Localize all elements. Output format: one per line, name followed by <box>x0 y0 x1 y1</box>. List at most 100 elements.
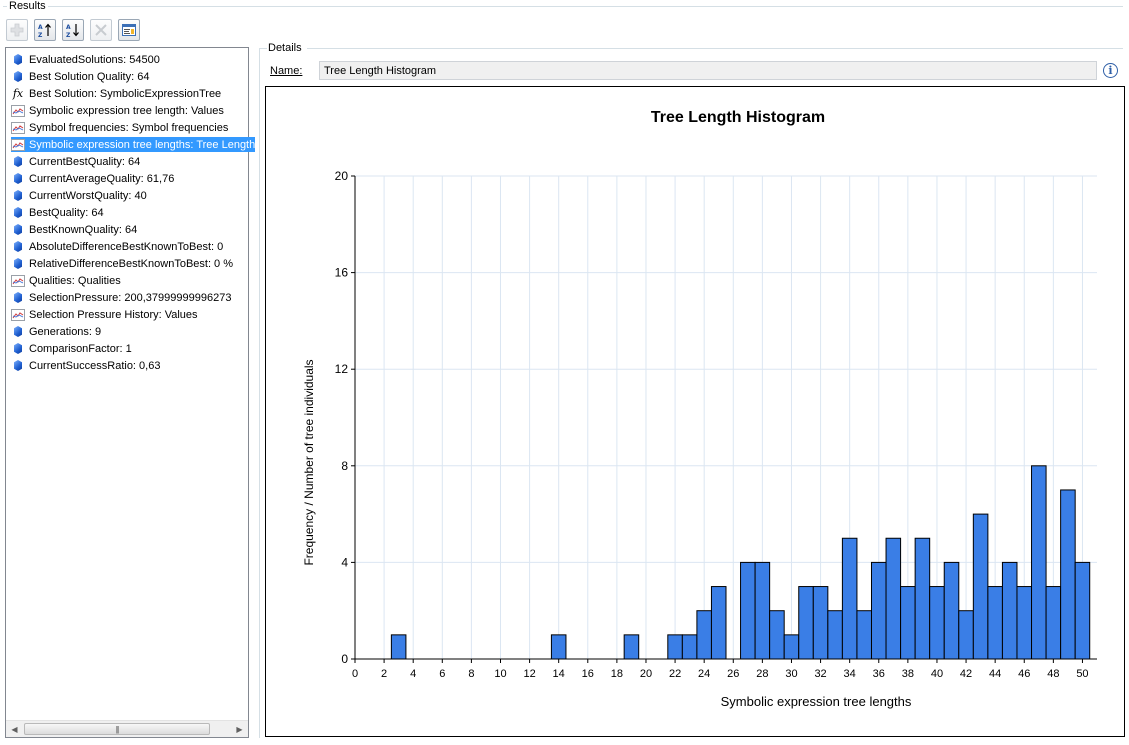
add-button[interactable] <box>6 19 28 41</box>
value-icon <box>11 70 25 83</box>
sort-descending-icon: A Z <box>66 24 79 38</box>
result-item[interactable]: RelativeDifferenceBestKnownToBest: 0 % <box>11 256 233 271</box>
value-gem-shape <box>14 326 22 337</box>
histogram-bar <box>885 537 902 660</box>
result-item-label: EvaluatedSolutions: 54500 <box>29 53 160 66</box>
details-group-label: Details <box>267 42 303 54</box>
svg-text:Z: Z <box>38 32 43 38</box>
result-item[interactable]: Symbol frequencies: Symbol frequencies <box>11 120 228 135</box>
x-tick-label: 30 <box>785 668 797 680</box>
result-item[interactable]: Symbolic expression tree lengths: Tree L… <box>11 137 256 152</box>
sort-ascending-button[interactable]: A Z <box>34 19 56 41</box>
result-item-label: Symbolic expression tree lengths: Tree L… <box>29 138 256 151</box>
histogram-bar <box>943 561 960 660</box>
value-gem-shape <box>14 156 22 167</box>
value-icon <box>11 53 25 66</box>
y-tick-label: 16 <box>335 266 349 280</box>
results-group-border <box>48 6 1123 7</box>
results-horizontal-scrollbar[interactable]: ◀ ||| ▶ <box>6 720 248 737</box>
result-item[interactable]: Selection Pressure History: Values <box>11 307 198 322</box>
result-item[interactable]: CurrentAverageQuality: 61,76 <box>11 171 174 186</box>
value-icon <box>11 206 25 219</box>
y-tick-label: 0 <box>341 652 348 666</box>
y-axis-label: Frequency / Number of tree individuals <box>302 359 316 565</box>
x-tick-label: 22 <box>669 668 681 680</box>
result-item[interactable]: Qualities: Qualities <box>11 273 121 288</box>
histogram-bar <box>1074 561 1091 660</box>
result-item-label: ComparisonFactor: 1 <box>29 342 132 355</box>
result-item[interactable]: CurrentSuccessRatio: 0,63 <box>11 358 160 373</box>
result-item[interactable]: Best Solution Quality: 64 <box>11 69 149 84</box>
x-tick-label: 32 <box>814 668 826 680</box>
y-tick-label: 4 <box>341 555 348 569</box>
scrollbar-thumb[interactable]: ||| <box>24 723 210 735</box>
svg-text:Z: Z <box>66 32 71 38</box>
result-item-label: Qualities: Qualities <box>29 274 121 287</box>
x-tick-label: 26 <box>727 668 739 680</box>
histogram-bar <box>900 586 916 660</box>
result-item[interactable]: CurrentBestQuality: 64 <box>11 154 140 169</box>
name-field[interactable] <box>319 61 1097 80</box>
remove-button[interactable] <box>90 19 112 41</box>
x-tick-label: 20 <box>640 668 652 680</box>
show-details-button[interactable] <box>118 19 140 41</box>
histogram-bar <box>681 634 698 660</box>
result-item[interactable]: fx Best Solution: SymbolicExpressionTree <box>11 86 221 101</box>
histogram-bar <box>827 610 843 660</box>
histogram-bar <box>870 561 887 660</box>
value-gem-shape <box>14 292 22 303</box>
result-item[interactable]: CurrentWorstQuality: 40 <box>11 188 147 203</box>
result-item-label: CurrentBestQuality: 64 <box>29 155 141 168</box>
histogram-bar <box>1045 586 1062 660</box>
result-item-label: BestKnownQuality: 64 <box>29 223 138 236</box>
histogram-bar <box>958 610 974 660</box>
result-item[interactable]: Generations: 9 <box>11 324 101 339</box>
x-tick-label: 8 <box>468 668 474 680</box>
value-gem-shape <box>14 360 22 371</box>
x-tick-label: 48 <box>1047 668 1059 680</box>
line-chart-glyph <box>11 121 25 134</box>
result-item[interactable]: BestQuality: 64 <box>11 205 104 220</box>
value-gem-shape <box>14 258 22 269</box>
histogram-bar <box>390 634 407 660</box>
value-icon <box>11 155 25 168</box>
info-icon[interactable]: i <box>1103 63 1118 78</box>
plus-icon <box>10 23 24 37</box>
x-tick-label: 50 <box>1076 668 1088 680</box>
value-gem-shape <box>14 173 22 184</box>
sort-descending-button[interactable]: A Z <box>62 19 84 41</box>
result-item[interactable]: EvaluatedSolutions: 54500 <box>11 52 160 67</box>
histogram-bar <box>987 586 1003 660</box>
x-tick-label: 28 <box>756 668 768 680</box>
histogram-bar <box>812 586 829 660</box>
result-item[interactable]: AbsoluteDifferenceBestKnownToBest: 0 <box>11 239 223 254</box>
result-item-label: BestQuality: 64 <box>29 206 104 219</box>
histogram-bar <box>1001 561 1018 660</box>
value-gem-shape <box>14 71 22 82</box>
value-gem-shape <box>14 343 22 354</box>
chart-icon <box>11 121 25 134</box>
x-tick-label: 34 <box>844 668 856 680</box>
result-item-label: CurrentAverageQuality: 61,76 <box>29 172 175 185</box>
results-list[interactable]: EvaluatedSolutions: 54500 Best Solution Q… <box>5 47 256 738</box>
details-group-border <box>259 48 267 49</box>
details-group-border <box>307 48 1123 49</box>
result-item[interactable]: SelectionPressure: 200,37999999996273 <box>11 290 231 305</box>
histogram-bar <box>740 561 756 660</box>
result-item[interactable]: BestKnownQuality: 64 <box>11 222 137 237</box>
x-tick-label: 36 <box>873 668 885 680</box>
y-tick-label: 8 <box>341 459 348 473</box>
result-item[interactable]: Symbolic expression tree length: Values <box>11 103 224 118</box>
histogram-bar <box>841 537 858 660</box>
scroll-right-arrow-icon[interactable]: ▶ <box>236 724 243 734</box>
result-item[interactable]: ComparisonFactor: 1 <box>11 341 132 356</box>
y-tick-label: 20 <box>335 169 349 183</box>
x-tick-label: 12 <box>523 668 535 680</box>
sort-ascending-icon: A Z <box>38 23 51 38</box>
scroll-left-arrow-icon[interactable]: ◀ <box>11 724 18 734</box>
line-chart-glyph <box>11 104 25 117</box>
x-tick-label: 24 <box>698 668 710 680</box>
x-tick-label: 16 <box>582 668 594 680</box>
chart-title: Tree Length Histogram <box>651 109 825 126</box>
x-tick-label: 18 <box>611 668 623 680</box>
